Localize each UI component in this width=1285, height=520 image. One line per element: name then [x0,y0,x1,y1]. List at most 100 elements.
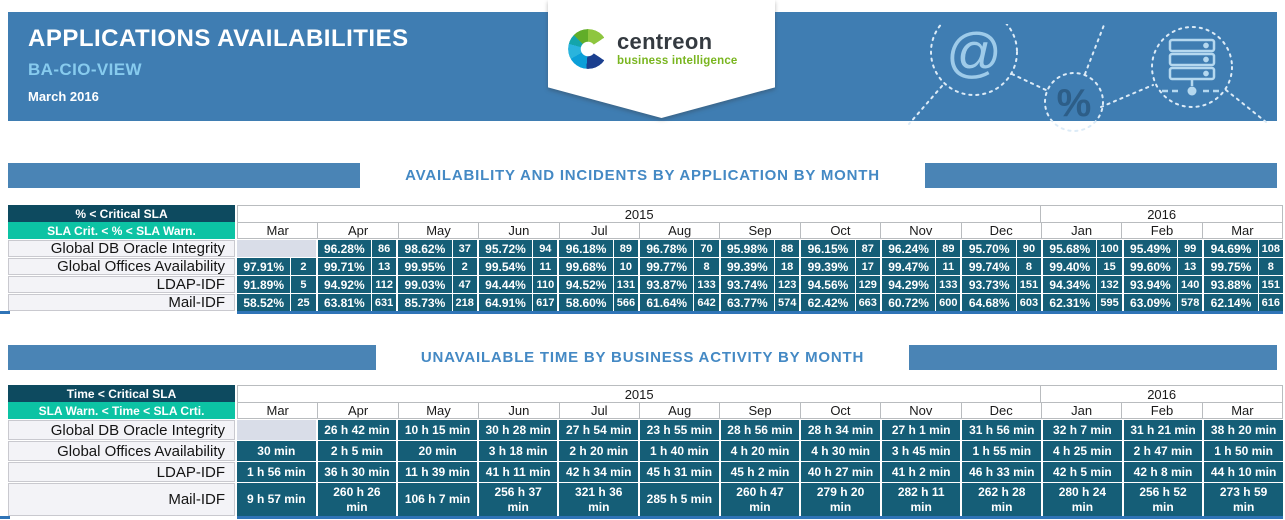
time-cell: 1 h 50 min [1202,441,1283,461]
year-header: 2016 [1041,205,1283,222]
logo-tagline: business intelligence [617,55,738,67]
time-value: 260 h 47 min [736,485,784,514]
time-cell: 41 h 11 min [476,462,558,482]
month-header: Apr [318,402,399,419]
availability-table: % < Critical SLA 2015 2016 SLA Crit. < % < … [0,205,1284,314]
month-header: Mar [237,222,319,239]
time-cell: 4 h 20 min [718,441,800,461]
time-cell: 321 h 36 min [557,483,639,516]
month-header: Sep [720,222,801,239]
time-cell: 285 h 5 min [638,483,719,516]
time-cell: 23 h 55 min [638,420,719,440]
availability-cell: 93.74% 123 [718,276,800,293]
availability-value: 99.40% [1049,259,1091,274]
page-title: APPLICATIONS AVAILABILITIES [28,25,409,52]
availability-cell: 96.18% 89 [557,240,639,257]
time-value: 42 h 8 min [1133,464,1193,479]
time-cell: 260 h 47 min [718,483,800,516]
time-value: 30 h 28 min [485,422,551,437]
incident-count: 595 [1096,294,1121,311]
availability-value: 93.94% [1130,277,1171,292]
incident-count: 131 [612,276,638,293]
availability-value: 95.70% [968,241,1010,256]
incident-count: 2 [290,258,315,275]
incident-count: 25 [290,294,315,311]
year-header: 2015 [237,205,1042,222]
time-cell: 3 h 18 min [476,441,558,461]
incident-count: 129 [854,276,880,293]
time-cell: 260 h 26 min [315,483,397,516]
incident-count: 100 [1096,240,1121,257]
time-value: 256 h 52 min [1139,485,1187,514]
time-cell: 280 h 24 min [1041,483,1122,516]
availability-value: 94.52% [565,277,607,292]
section-bar-right [924,163,1277,188]
time-cell: 106 h 7 min [396,483,477,516]
availability-value: 99.39% [807,259,849,274]
incident-count: 13 [1177,258,1202,275]
time-value: 3 h 18 min [488,443,548,458]
availability-value: 95.49% [1130,241,1171,256]
availability-cell: 62.42% 663 [799,294,880,311]
time-value: 26 h 42 min [324,422,390,437]
time-value: 45 h 2 min [730,464,790,479]
incident-count: 133 [935,276,960,293]
time-value: 42 h 34 min [566,464,632,479]
availability-cell: 99.95% 2 [396,258,477,275]
incident-count: 151 [1015,276,1041,293]
availability-cell: 63.77% 574 [718,294,800,311]
table-row: Mail-IDF 9 h 57 min 260 h 26 min 106 h 7 mi… [8,483,1283,516]
section-header-availability: AVAILABILITY AND INCIDENTS BY APPLICATIO… [8,163,1277,188]
availability-value: 93.73% [968,277,1010,292]
table-row: LDAP-IDF 1 h 56 min 36 h 30 min 11 h 39 min… [8,462,1283,482]
incident-count: 642 [693,294,718,311]
time-value: 273 h 59 min [1219,485,1268,514]
availability-cell: 96.28% 86 [315,240,397,257]
incident-count: 8 [1257,258,1283,275]
availability-value: 97.91% [243,259,285,274]
time-value: 31 h 56 min [969,422,1035,437]
time-value: 321 h 36 min [575,485,623,514]
availability-value: 94.34% [1049,277,1091,292]
availability-cell: 63.09% 578 [1121,294,1203,311]
availability-cell: 99.77% 8 [638,258,719,275]
time-cell: 20 min [396,441,477,461]
time-cell: 44 h 10 min [1202,462,1283,482]
availability-value: 94.56% [807,277,849,292]
row-label: Mail-IDF [8,483,235,516]
incident-count: 603 [1015,294,1041,311]
availability-value: 99.60% [1130,259,1171,274]
availability-cell: 58.52% 25 [237,294,316,311]
time-cell: 256 h 37 min [476,483,558,516]
time-value: 4 h 20 min [730,443,790,458]
year-header-row: Time < Critical SLA 2015 2016 [8,385,1283,402]
time-value: 36 h 30 min [324,464,390,479]
time-value: 4 h 25 min [1053,443,1112,458]
time-value: 41 h 11 min [485,464,551,479]
availability-cell: 95.98% 88 [718,240,800,257]
availability-value: 60.72% [888,295,929,310]
availability-cell: 94.69% 108 [1202,240,1283,257]
time-value: 285 h 5 min [646,492,713,507]
time-cell: 2 h 20 min [557,441,639,461]
empty-cell [237,240,316,257]
availability-value: 94.29% [888,277,929,292]
month-header: Aug [639,222,721,239]
time-cell: 45 h 31 min [638,462,719,482]
incident-count: 600 [935,294,960,311]
incident-count: 47 [451,276,477,293]
availability-value: 95.72% [485,241,526,256]
time-cell: 27 h 1 min [879,420,961,440]
section-bar-left [8,345,376,370]
row-label: LDAP-IDF [8,462,235,482]
time-value: 280 h 24 min [1058,485,1107,514]
availability-cell: 95.72% 94 [476,240,558,257]
time-cell: 28 h 34 min [799,420,880,440]
incident-count: 17 [854,258,880,275]
month-header: Jul [559,402,640,419]
time-cell: 46 h 33 min [960,462,1042,482]
time-cell: 38 h 20 min [1202,420,1283,440]
incident-count: 86 [370,240,396,257]
incident-count: 10 [612,258,638,275]
legend-critical: Time < Critical SLA [8,385,235,402]
